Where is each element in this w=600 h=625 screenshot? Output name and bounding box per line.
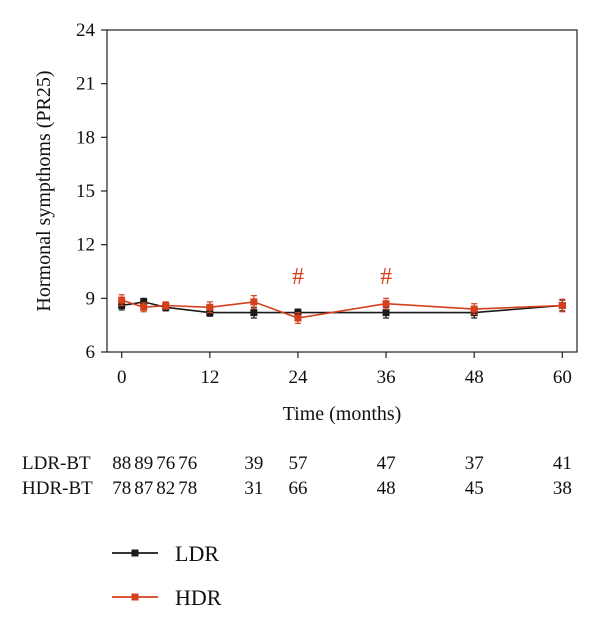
series-line bbox=[121, 299, 563, 319]
legend-entry-ldr: LDR bbox=[112, 541, 219, 566]
risk-row: LDR-BT 88 89 76 76 39 57 47 37 41 bbox=[22, 453, 572, 474]
risk-value: 89 bbox=[134, 453, 153, 474]
x-tick-label: 60 bbox=[553, 367, 572, 388]
risk-value: 48 bbox=[377, 478, 396, 499]
risk-value: 37 bbox=[465, 453, 484, 474]
risk-value: 66 bbox=[288, 478, 307, 499]
y-tick-label: 9 bbox=[86, 288, 96, 309]
legend-swatch-marker bbox=[131, 593, 139, 601]
y-tick-label: 6 bbox=[86, 342, 96, 363]
plot-area bbox=[106, 29, 578, 353]
data-point bbox=[140, 298, 148, 306]
x-tick-label: 0 bbox=[117, 367, 127, 388]
risk-value: 78 bbox=[178, 478, 197, 499]
data-point bbox=[250, 298, 258, 306]
legend-label: LDR bbox=[175, 541, 219, 566]
risk-value: 78 bbox=[112, 478, 131, 499]
risk-row-label: LDR-BT bbox=[22, 453, 91, 474]
risk-row: HDR-BT 78 87 82 78 31 66 48 45 38 bbox=[22, 478, 572, 499]
risk-value: 45 bbox=[465, 478, 484, 499]
y-tick-label: 15 bbox=[76, 181, 95, 202]
risk-value: 39 bbox=[244, 453, 263, 474]
legend-label: HDR bbox=[175, 585, 222, 610]
legend: LDR HDR bbox=[112, 541, 222, 610]
axes: 6 9 12 15 18 21 24 0 12 24 36 48 60 bbox=[76, 20, 572, 388]
risk-value: 41 bbox=[553, 453, 572, 474]
data-point bbox=[162, 301, 170, 309]
significance-marker: # bbox=[380, 264, 392, 290]
y-tick-label: 24 bbox=[76, 20, 96, 41]
data-point bbox=[470, 305, 478, 313]
x-axis-label: Time (months) bbox=[283, 403, 402, 425]
risk-value: 31 bbox=[244, 478, 263, 499]
series-layer bbox=[118, 294, 566, 324]
data-point bbox=[382, 309, 390, 317]
x-tick-label: 24 bbox=[288, 367, 308, 388]
y-tick-label: 18 bbox=[76, 127, 95, 148]
risk-value: 76 bbox=[156, 453, 175, 474]
y-tick-label: 12 bbox=[76, 235, 95, 256]
risk-row-label: HDR-BT bbox=[22, 478, 93, 499]
risk-value: 38 bbox=[553, 478, 572, 499]
data-point bbox=[118, 296, 126, 304]
legend-swatch-marker bbox=[131, 549, 139, 557]
x-tick-label: 12 bbox=[200, 367, 219, 388]
significance-marker: # bbox=[292, 264, 304, 290]
data-point bbox=[382, 300, 390, 308]
data-point bbox=[140, 303, 148, 311]
data-point bbox=[250, 309, 258, 317]
annotation-layer: # # bbox=[292, 264, 392, 290]
data-point bbox=[206, 303, 214, 311]
risk-value: 57 bbox=[288, 453, 307, 474]
data-point bbox=[294, 314, 302, 322]
risk-value: 76 bbox=[178, 453, 197, 474]
risk-value: 88 bbox=[112, 453, 131, 474]
risk-value: 87 bbox=[134, 478, 153, 499]
x-tick-label: 48 bbox=[465, 367, 484, 388]
risk-value: 47 bbox=[377, 453, 396, 474]
y-tick-label: 21 bbox=[76, 74, 95, 95]
legend-entry-hdr: HDR bbox=[112, 585, 222, 610]
data-point bbox=[558, 301, 566, 309]
series-hdr bbox=[118, 294, 566, 324]
y-axis-label: Hormonal sympthoms (PR25) bbox=[33, 70, 55, 311]
x-tick-label: 36 bbox=[377, 367, 396, 388]
risk-value: 82 bbox=[156, 478, 175, 499]
